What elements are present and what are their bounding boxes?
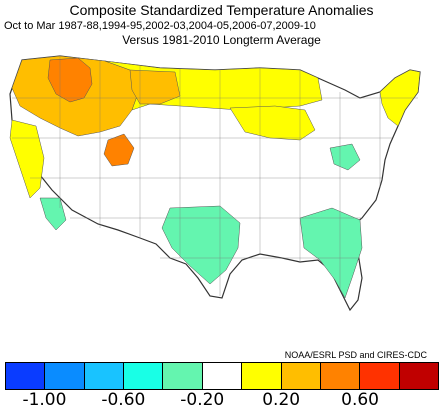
data-credit: NOAA/ESRL PSD and CIRES-CDC: [284, 350, 427, 360]
region-idaho-strong-warm: [103, 133, 135, 167]
us-anomaly-map: [9, 55, 421, 312]
region-west-coast-weak-warm: [9, 119, 45, 199]
legend-swatch-5: [202, 363, 243, 389]
legend-swatch-6: [242, 363, 282, 389]
region-south-cool: [161, 205, 241, 285]
legend-swatch-1: [45, 363, 85, 389]
map-subtitle-seasons: Oct to Mar 1987-88,1994-95,2002-03,2004-…: [4, 20, 316, 32]
county-grid: [12, 56, 418, 296]
region-appalachia-cool: [329, 143, 361, 171]
legend-tick-label: 0.20: [262, 390, 301, 410]
region-southeast-cool: [299, 207, 363, 299]
color-scale-legend: [5, 362, 439, 390]
map-title: Composite Standardized Temperature Anoma…: [69, 2, 374, 18]
legend-swatch-7: [281, 363, 321, 389]
legend-swatch-0: [6, 363, 46, 389]
region-montana-warm: [129, 69, 181, 105]
legend-swatch-8: [320, 363, 361, 389]
legend-tick-label: -0.60: [101, 390, 146, 410]
legend-swatch-2: [84, 363, 125, 389]
region-southwest-cool: [39, 197, 67, 231]
legend-swatch-9: [360, 363, 400, 389]
legend-swatch-10: [399, 363, 438, 389]
legend-swatch-3: [124, 363, 164, 389]
legend-tick-label: 0.60: [341, 390, 380, 410]
region-great-lakes-weak-warm: [229, 105, 316, 141]
legend-tick-label: -1.00: [22, 390, 67, 410]
legend-swatch-4: [163, 363, 203, 389]
color-scale-ticks: -1.00 -0.60 -0.20 0.20 0.60: [0, 390, 443, 410]
map-subtitle-baseline: Versus 1981-2010 Longterm Average: [122, 33, 321, 47]
legend-tick-label: -0.20: [180, 390, 225, 410]
